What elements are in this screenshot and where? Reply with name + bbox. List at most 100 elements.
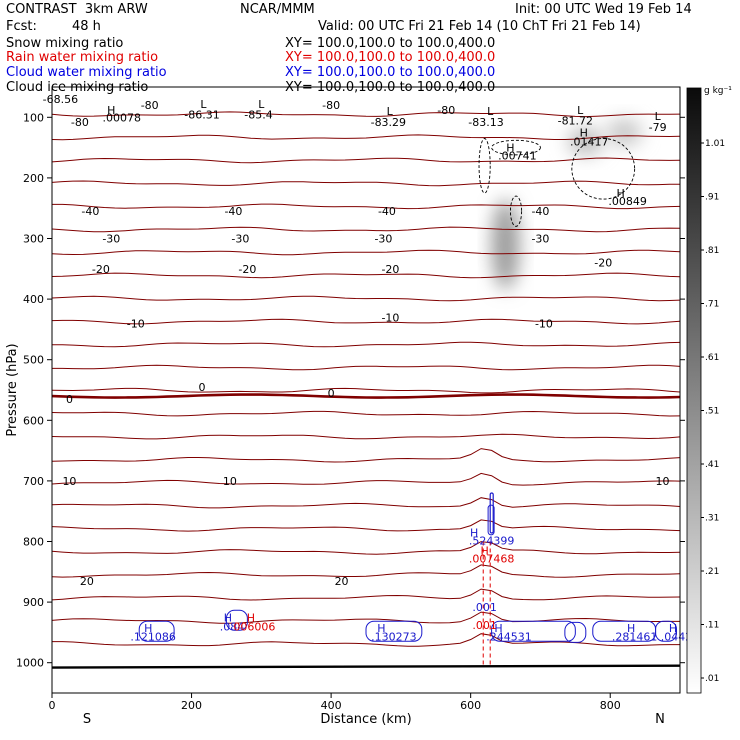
x-end-label-left: S <box>83 712 91 727</box>
cloud-water-max-label: .281461 <box>612 631 658 644</box>
ice-max-label: .00741 <box>498 149 537 162</box>
cloud-water-max-label: H <box>494 622 502 635</box>
x-tick-label: 400 <box>321 699 342 712</box>
temperature-label: L <box>655 110 662 123</box>
cloud-water-max-label: .244531 <box>486 631 532 644</box>
header-fcst-label: Fcst: <box>6 19 37 34</box>
y-tick-label: 400 <box>23 293 44 306</box>
isotherm-line <box>51 433 681 440</box>
cloud-water-max-label: H <box>470 526 478 539</box>
header-org: NCAR/MMM <box>240 2 315 17</box>
isotherm-line <box>51 472 681 486</box>
isotherm-line <box>51 111 681 118</box>
rain-max-label: .001 <box>472 619 497 632</box>
temperature-label: -80 <box>322 99 340 112</box>
snow-shading-2 <box>606 118 643 147</box>
y-tick-label: 300 <box>23 233 44 246</box>
temperature-label: -83.29 <box>371 116 406 129</box>
isotherm-line <box>51 410 681 417</box>
isotherm-line <box>51 541 681 555</box>
x-end-label-right: N <box>655 712 665 727</box>
colorbar-label: .41 <box>705 460 719 470</box>
cloud-water-contour-3 <box>491 620 576 642</box>
cloud-water-max-label: .524399 <box>469 534 515 547</box>
temperature-label: -10 <box>381 311 399 324</box>
isotherm-line <box>51 134 681 141</box>
cloud-water-max-label: .121086 <box>130 631 176 644</box>
isotherm-line <box>52 203 681 210</box>
temperature-label: 0 <box>199 381 206 394</box>
isotherm-line <box>51 387 681 394</box>
cloud-water-max-label: H <box>669 622 677 635</box>
ice-max-label: H <box>107 104 115 117</box>
x-tick-label: 600 <box>460 699 481 712</box>
cloud-water-contour-1 <box>225 609 248 631</box>
isotherm-line <box>52 364 681 371</box>
cloud-water-column-inner <box>489 492 494 534</box>
cloud-water-column <box>487 504 495 536</box>
ice-contour-0 <box>478 138 491 194</box>
temperature-label: -10 <box>127 317 145 330</box>
snow-shading-1 <box>567 127 604 156</box>
header-valid: Valid: 00 UTC Fri 21 Feb 14 (10 ChT Fri … <box>318 19 641 34</box>
field-name-cloud-water: Cloud water mixing ratio <box>6 65 167 80</box>
y-tick-label: 500 <box>23 354 44 367</box>
cloud-water-contour-4 <box>564 621 587 643</box>
temperature-label: -40 <box>81 205 99 218</box>
colorbar-label: .01 <box>705 674 719 684</box>
ice-contour-2 <box>571 138 636 200</box>
y-tick-label: 100 <box>23 111 44 124</box>
x-axis-title: Distance (km) <box>320 712 411 727</box>
y-tick-label: 200 <box>23 172 44 185</box>
isotherm-zero <box>51 393 681 399</box>
header-model: CONTRAST 3km ARW <box>6 2 148 17</box>
temperature-label: -40 <box>378 205 396 218</box>
temperature-label: L <box>387 105 394 118</box>
colorbar-unit: g kg⁻¹ <box>704 86 732 96</box>
header-init: Init: 00 UTC Wed 19 Feb 14 <box>515 2 692 17</box>
x-tick-label: 200 <box>181 699 202 712</box>
temperature-label: 10 <box>223 475 237 488</box>
isotherm-line <box>51 226 681 233</box>
field-xy-cloud-water: XY= 100.0,100.0 to 100.0,400.0 <box>285 65 496 80</box>
plot-frame <box>51 86 681 694</box>
isotherm-line <box>51 272 681 279</box>
temperature-label: -30 <box>374 233 392 246</box>
temperature-label: -80 <box>71 116 89 129</box>
ice-max-label: .00078 <box>103 111 142 124</box>
ice-contour-3 <box>509 195 523 227</box>
field-name-snow: Snow mixing ratio <box>6 36 124 51</box>
colorbar-label: .11 <box>705 621 719 631</box>
colorbar-label: .21 <box>705 567 719 577</box>
header-fcst-value: 48 h <box>72 19 101 34</box>
cloud-water-max-label: H <box>627 622 635 635</box>
temperature-label: -20 <box>594 257 612 270</box>
field-xy-snow: XY= 100.0,100.0 to 100.0,400.0 <box>285 36 496 51</box>
isotherm-line <box>51 448 681 463</box>
y-tick-label: 900 <box>23 596 44 609</box>
temperature-label: -83.13 <box>468 116 503 129</box>
rain-max-label: .007468 <box>469 552 515 565</box>
isotherm-line <box>51 318 681 325</box>
isotherm-line <box>51 180 681 187</box>
y-tick-label: 800 <box>23 536 44 549</box>
temperature-label: -30 <box>102 233 120 246</box>
temperature-label: -79 <box>649 121 667 134</box>
colorbar-label: .71 <box>705 300 719 310</box>
temperature-label: L <box>200 98 207 111</box>
temperature-label: -40 <box>224 205 242 218</box>
isotherm-line <box>51 497 681 509</box>
cloud-water-max-label: H <box>144 622 152 635</box>
y-tick-label: 600 <box>23 414 44 427</box>
temperature-label: -80 <box>437 104 455 117</box>
x-tick-label: 0 <box>49 699 56 712</box>
cloud-water-max-label: .0442 <box>661 631 693 644</box>
temperature-label: 20 <box>335 575 349 588</box>
colorbar-label: 1.01 <box>705 139 725 149</box>
temperature-label: 0 <box>66 393 73 406</box>
surface-line <box>51 664 681 669</box>
temperature-label: -20 <box>381 263 399 276</box>
ice-max-label: .00849 <box>608 195 647 208</box>
colorbar <box>686 87 702 694</box>
